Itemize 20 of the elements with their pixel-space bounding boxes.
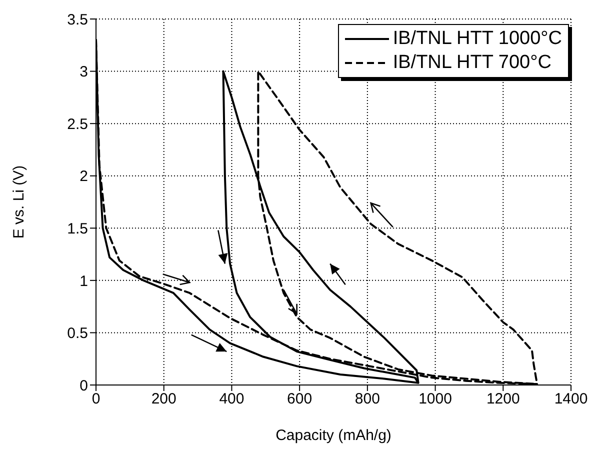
y-tick-label: 1.5 xyxy=(67,220,88,238)
x-tick-label: 400 xyxy=(219,390,244,408)
y-tick-label: 3.5 xyxy=(67,11,88,28)
x-tick-label: 1200 xyxy=(486,390,520,408)
y-tick-label: 0 xyxy=(80,377,88,394)
x-tick-label: 200 xyxy=(151,390,176,408)
x-tick-label: 800 xyxy=(354,390,380,408)
x-tick-label: 1400 xyxy=(554,390,588,408)
x-tick-label: 600 xyxy=(287,390,312,408)
legend-label: IB/TNL HTT 700°C xyxy=(392,51,552,75)
y-tick-label: 2.5 xyxy=(67,116,88,133)
y-tick-label: 2 xyxy=(80,168,88,186)
x-tick-label: 1000 xyxy=(418,390,452,408)
y-tick-label: 0.5 xyxy=(67,325,88,342)
y-tick-label: 1 xyxy=(80,272,88,290)
x-axis-title: Capacity (mAh/g) xyxy=(276,427,392,444)
legend-label: IB/TNL HTT 1000°C xyxy=(392,27,562,51)
x-tick-label: 0 xyxy=(92,390,100,408)
y-tick-label: 3 xyxy=(80,64,88,81)
y-axis-title: E vs. Li (V) xyxy=(10,165,28,239)
